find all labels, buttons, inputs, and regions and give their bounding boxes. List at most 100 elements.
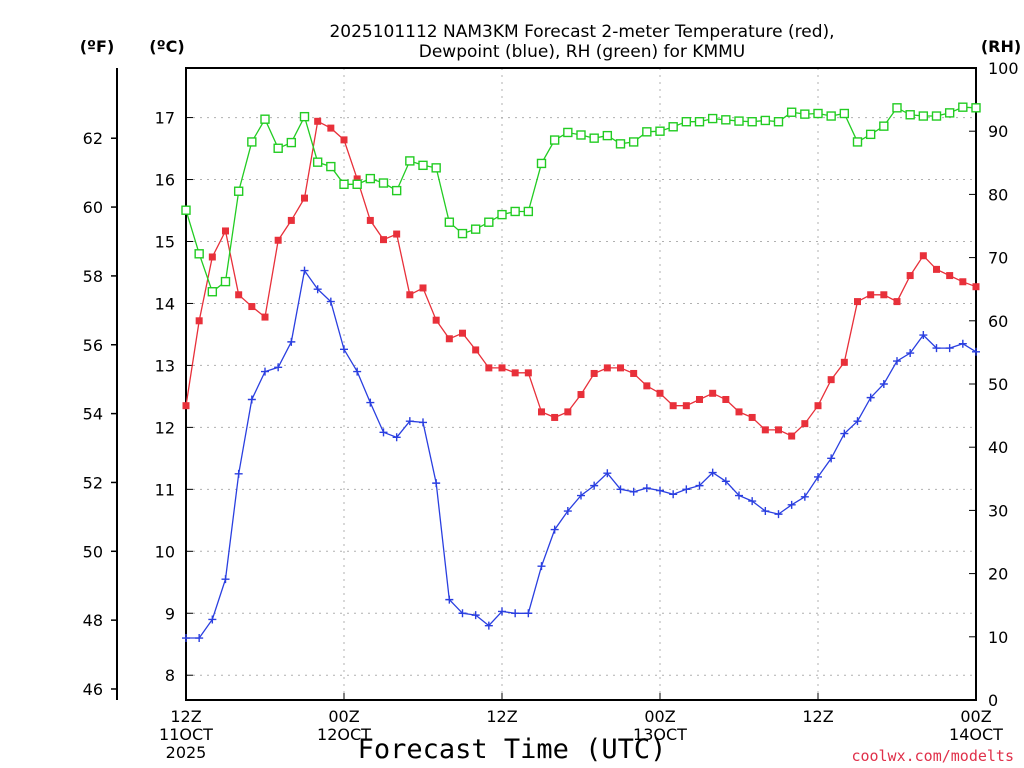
rh-tick-label: 60 [988, 312, 1008, 331]
rh-point [431, 163, 441, 173]
temperature-point [893, 298, 901, 306]
rh-point [773, 117, 784, 127]
dewpoint-point [932, 344, 941, 353]
dewpoint-point [379, 428, 388, 437]
temperature-point [327, 124, 335, 132]
temperature-point [498, 364, 506, 372]
dewpoint-point [695, 481, 704, 490]
fahrenheit-unit-label: (ºF) [80, 37, 115, 56]
temperature-point [933, 265, 940, 273]
dewpoint-point [563, 507, 572, 516]
temperature-point [353, 175, 361, 183]
dewpoint-point [300, 266, 309, 275]
dewpoint-point [392, 433, 401, 442]
temperature-point [287, 216, 295, 224]
dewpoint-point [814, 472, 822, 481]
credit-text: coolwx.com/modelts [851, 747, 1014, 765]
temperature-point [919, 252, 927, 260]
temperature-point [445, 335, 453, 343]
temperature-point [366, 216, 374, 224]
dewpoint-point [524, 609, 533, 618]
temperature-point [551, 413, 559, 421]
temperature-point [538, 408, 545, 416]
temperature-point [248, 303, 256, 311]
celsius-tick-label: 17 [155, 109, 175, 128]
celsius-tick-label: 11 [155, 480, 175, 499]
dewpoint-point [511, 609, 520, 618]
temperature-point [643, 382, 651, 390]
rh-point [378, 178, 389, 188]
rh-tick-label: 30 [988, 501, 1008, 520]
rh-tick-label: 40 [988, 438, 1008, 457]
rh-point [760, 115, 771, 126]
dewpoint-point [247, 395, 256, 404]
temperature-point [195, 317, 203, 325]
dewpoint-point [840, 429, 849, 438]
dewpoint-point [642, 484, 651, 493]
dewpoint-point [366, 398, 375, 407]
dewpoint-point [827, 454, 836, 463]
rh-point [444, 217, 455, 227]
temperature-point [419, 284, 427, 292]
dewpoint-point [656, 486, 664, 495]
rh-point [918, 111, 929, 121]
dewpoint-point [616, 485, 625, 494]
rh-point [576, 130, 586, 140]
temperature-point [972, 283, 980, 291]
fahrenheit-tick-label: 62 [83, 129, 103, 148]
x-tick-label: 00Z [328, 707, 359, 726]
temperature-point [393, 230, 401, 238]
rh-point [312, 157, 323, 167]
rh-point [339, 179, 349, 189]
rh-point [707, 113, 718, 124]
celsius-tick-label: 9 [165, 604, 175, 623]
temperature-point [696, 395, 703, 403]
dewpoint-point [498, 607, 506, 616]
rh-point [563, 127, 573, 138]
rh-tick-label: 100 [988, 59, 1019, 78]
chart-title-line-1: 2025101112 NAM3KM Forecast 2-meter Tempe… [329, 22, 834, 42]
temperature-point [827, 376, 835, 384]
celsius-tick-label: 15 [155, 232, 175, 251]
grid-lines [186, 68, 976, 700]
temperature-point [840, 358, 848, 366]
temperature-point [656, 389, 664, 397]
rh-point [642, 127, 652, 137]
temperature-point [682, 402, 690, 410]
dewpoint-point [432, 479, 441, 488]
dewpoint-point [326, 297, 335, 306]
temperature-point [235, 291, 243, 299]
dewpoint-point [972, 347, 980, 356]
dewpoint-point [893, 357, 901, 366]
rh-point [273, 143, 283, 153]
temperature-point [222, 227, 229, 235]
dewpoint-point [682, 485, 691, 494]
temperature-point [432, 316, 440, 324]
rh-point [286, 137, 297, 148]
rh-point [457, 228, 468, 239]
dewpoint-point [800, 492, 809, 501]
tick-labels: 8 9 10 11 12 13 14 15 16 17 46 48 50 52 54 56 58 60 62 0 10 2… [83, 59, 1019, 762]
dewpoint-point [748, 497, 757, 506]
rh-point [391, 185, 402, 196]
temperature-point [590, 369, 598, 377]
x-tick-label: 12OCT [317, 725, 371, 744]
rh-point [510, 206, 520, 217]
temperature-point [340, 136, 348, 144]
temperature-point [946, 272, 954, 280]
dewpoint-point [550, 525, 559, 534]
dewpoint-point [735, 491, 743, 500]
temperature-point [748, 413, 756, 421]
rh-point [549, 135, 560, 145]
rh-point [247, 137, 257, 147]
temperature-point [788, 432, 796, 440]
temperature-point [511, 369, 519, 377]
rh-point [694, 117, 705, 127]
rh-point [681, 117, 692, 127]
dewpoint-point [787, 500, 796, 509]
temperature-point [722, 395, 730, 403]
dewpoint-point [471, 611, 480, 620]
x-axis-label: Forecast Time (UTC) [358, 734, 667, 765]
chart-title: 2025101112 NAM3KM Forecast 2-meter Tempe… [329, 22, 834, 62]
